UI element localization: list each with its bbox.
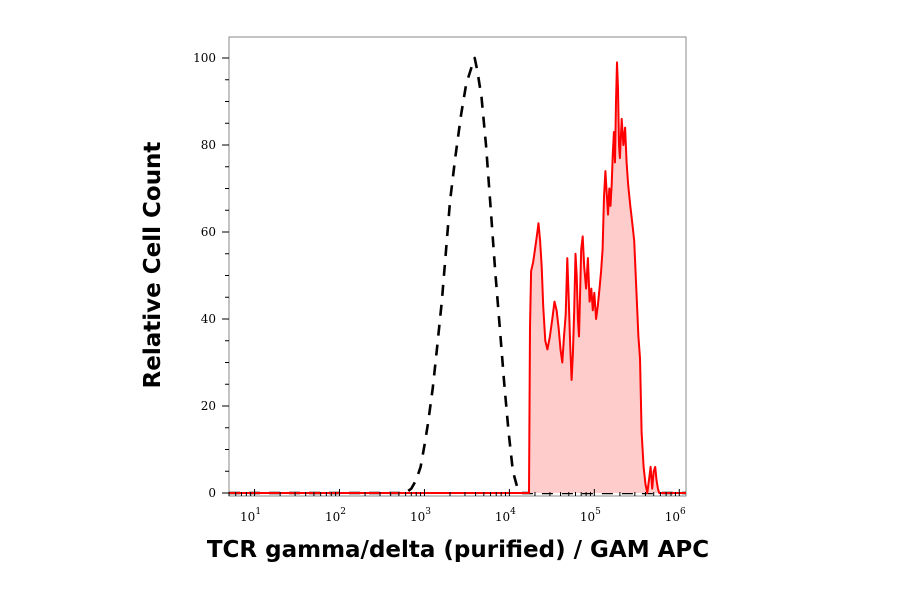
y-tick-label-5: 100 <box>193 51 216 65</box>
series-0-line <box>229 56 686 495</box>
y-axis-title: Relative Cell Count <box>140 142 166 389</box>
plot-frame <box>228 36 687 497</box>
x-tick-label-1: 102 <box>325 507 346 524</box>
x-tick-label-5: 106 <box>665 507 686 524</box>
x-tick-label-0: 101 <box>240 507 261 524</box>
x-tick-base: 10 <box>325 510 340 524</box>
series-layer <box>229 56 686 495</box>
x-tick-label-4: 105 <box>580 507 601 524</box>
x-tick-label-3: 104 <box>495 507 516 524</box>
x-axis-title: TCR gamma/delta (purified) / GAM APC <box>207 537 709 563</box>
x-tick-exponent: 2 <box>340 507 346 517</box>
y-tick-label-4: 80 <box>201 138 216 152</box>
y-tick-label-2: 40 <box>201 312 216 326</box>
x-tick-exponent: 1 <box>255 507 261 517</box>
x-tick-label-2: 103 <box>410 507 431 524</box>
x-tick-base: 10 <box>665 510 680 524</box>
y-tick-label-1: 20 <box>201 399 216 413</box>
series-1-line <box>229 61 686 494</box>
x-tick-exponent: 3 <box>425 507 431 517</box>
x-tick-base: 10 <box>580 510 595 524</box>
x-tick-base: 10 <box>410 510 425 524</box>
x-tick-exponent: 4 <box>510 507 516 517</box>
x-tick-base: 10 <box>495 510 510 524</box>
x-tick-exponent: 5 <box>595 507 601 517</box>
y-tick-label-3: 60 <box>201 225 216 239</box>
x-tick-base: 10 <box>240 510 255 524</box>
series-1-area <box>229 62 686 494</box>
y-tick-label-0: 0 <box>208 486 216 500</box>
x-tick-exponent: 6 <box>680 507 686 517</box>
